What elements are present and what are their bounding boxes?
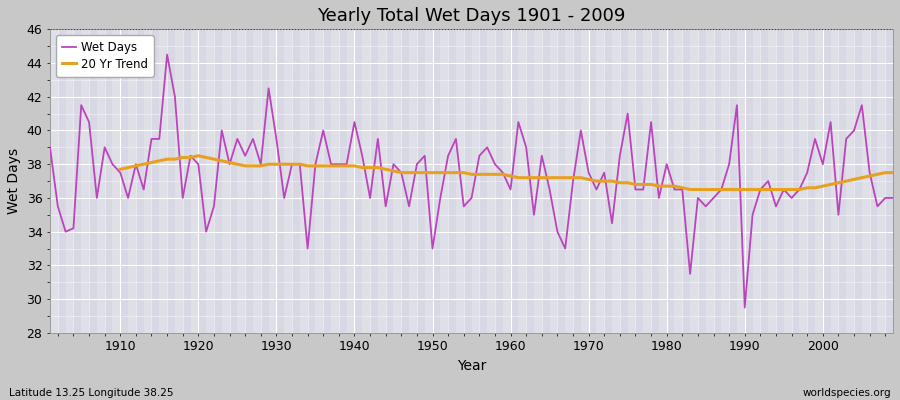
Bar (315, 29, 323, 333)
Bar (393, 29, 401, 333)
Bar (128, 29, 136, 333)
Line: Wet Days: Wet Days (50, 54, 893, 308)
20 Yr Trend (685, 187, 696, 192)
Wet Days (107, 162, 118, 167)
Bar (331, 29, 338, 333)
Bar (191, 29, 198, 333)
Bar (550, 29, 557, 333)
Bar (440, 29, 448, 333)
Bar (706, 29, 714, 333)
Bar (97, 29, 104, 333)
Bar (878, 29, 886, 333)
X-axis label: Year: Year (457, 359, 486, 373)
Bar (644, 29, 651, 333)
Bar (159, 29, 167, 333)
Bar (737, 29, 744, 333)
Wet Days (333, 162, 344, 167)
Wet Days (505, 187, 516, 192)
Bar (769, 29, 776, 333)
Text: worldspecies.org: worldspecies.org (803, 388, 891, 398)
Bar (268, 29, 276, 333)
Bar (690, 29, 698, 333)
Bar (221, 29, 230, 333)
Bar (831, 29, 839, 333)
Bar (503, 29, 510, 333)
Bar (472, 29, 480, 333)
Bar (752, 29, 760, 333)
Bar (627, 29, 635, 333)
Bar (238, 29, 245, 333)
Bar (674, 29, 682, 333)
Bar (410, 29, 417, 333)
Wet Days (513, 120, 524, 124)
Wet Days (286, 162, 297, 167)
Bar (425, 29, 433, 333)
Bar (50, 29, 58, 333)
Bar (597, 29, 604, 333)
Bar (81, 29, 89, 333)
20 Yr Trend (583, 177, 594, 182)
Wet Days (887, 196, 898, 200)
20 Yr Trend (302, 164, 313, 168)
20 Yr Trend (115, 167, 126, 172)
Bar (253, 29, 261, 333)
Text: Latitude 13.25 Longitude 38.25: Latitude 13.25 Longitude 38.25 (9, 388, 174, 398)
Bar (112, 29, 121, 333)
Bar (487, 29, 495, 333)
20 Yr Trend (887, 170, 898, 175)
Title: Yearly Total Wet Days 1901 - 2009: Yearly Total Wet Days 1901 - 2009 (318, 7, 626, 25)
Bar (206, 29, 214, 333)
Bar (846, 29, 854, 333)
Bar (144, 29, 151, 333)
Bar (534, 29, 542, 333)
Bar (659, 29, 667, 333)
Bar (862, 29, 869, 333)
Bar (612, 29, 620, 333)
Bar (284, 29, 292, 333)
Bar (363, 29, 370, 333)
Bar (175, 29, 183, 333)
Bar (456, 29, 464, 333)
Line: 20 Yr Trend: 20 Yr Trend (121, 156, 893, 190)
Bar (893, 29, 900, 333)
Bar (66, 29, 74, 333)
20 Yr Trend (864, 174, 875, 178)
20 Yr Trend (193, 153, 203, 158)
Bar (580, 29, 589, 333)
Legend: Wet Days, 20 Yr Trend: Wet Days, 20 Yr Trend (56, 35, 154, 76)
Wet Days (739, 305, 750, 310)
Bar (721, 29, 729, 333)
Bar (300, 29, 308, 333)
Wet Days (162, 52, 173, 57)
Bar (784, 29, 792, 333)
Bar (815, 29, 823, 333)
Bar (799, 29, 807, 333)
Wet Days (45, 145, 56, 150)
Bar (346, 29, 355, 333)
Bar (565, 29, 573, 333)
20 Yr Trend (271, 162, 282, 167)
Bar (378, 29, 386, 333)
20 Yr Trend (841, 179, 851, 184)
Bar (518, 29, 526, 333)
Wet Days (607, 221, 617, 226)
20 Yr Trend (521, 175, 532, 180)
Y-axis label: Wet Days: Wet Days (7, 148, 21, 214)
